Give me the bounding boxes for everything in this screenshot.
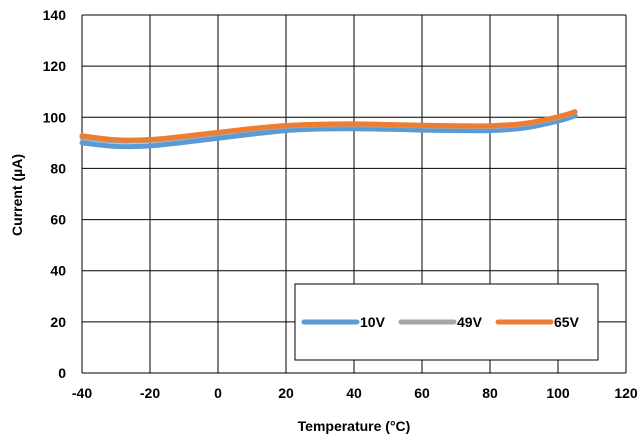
y-tick-label: 0 <box>58 365 66 381</box>
y-tick-label: 60 <box>50 212 66 228</box>
x-tick-label: -40 <box>72 385 92 401</box>
y-tick-label: 140 <box>43 7 67 23</box>
y-tick-label: 40 <box>50 263 66 279</box>
x-tick-label: 40 <box>346 385 362 401</box>
series-line-10v <box>79 113 578 150</box>
y-tick-label: 80 <box>50 160 66 176</box>
x-tick-label: 120 <box>614 385 638 401</box>
y-tick-label: 120 <box>43 58 67 74</box>
x-axis-title: Temperature (°C) <box>298 418 411 434</box>
tick-labels: -40 -20 0 20 40 60 80 100 120 0 20 40 60 80 100 120 140 <box>43 7 638 401</box>
legend: 10V 49V 65V <box>294 283 599 361</box>
legend-label-49v: 49V <box>457 314 483 330</box>
x-tick-label: 60 <box>414 385 430 401</box>
legend-label-65v: 65V <box>554 314 580 330</box>
x-tick-label: -20 <box>140 385 160 401</box>
series-layer <box>79 109 578 150</box>
grid <box>81 14 627 374</box>
y-tick-label: 100 <box>43 109 67 125</box>
y-tick-label: 20 <box>50 314 66 330</box>
legend-label-10v: 10V <box>360 314 386 330</box>
y-axis-title: Current (µA) <box>9 154 25 236</box>
x-tick-label: 100 <box>546 385 570 401</box>
x-tick-label: 0 <box>214 385 222 401</box>
x-tick-label: 80 <box>482 385 498 401</box>
series-line-65v <box>79 109 578 143</box>
x-tick-label: 20 <box>278 385 294 401</box>
